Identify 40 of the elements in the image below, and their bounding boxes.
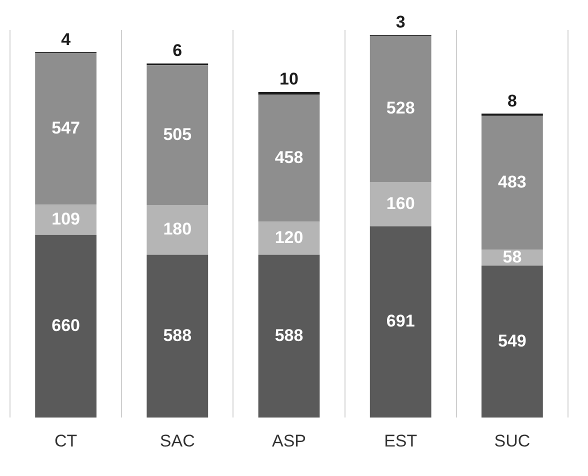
data-label: 120 <box>274 228 304 247</box>
x-tick-label: SUC <box>494 431 530 450</box>
data-label: 588 <box>163 326 192 345</box>
bar <box>482 116 543 250</box>
bar <box>370 182 432 226</box>
data-label: 528 <box>386 98 415 118</box>
x-tick-label: SAC <box>160 431 195 450</box>
data-label: 483 <box>498 172 526 192</box>
bar <box>258 254 320 418</box>
data-label: 8 <box>507 91 517 110</box>
bar <box>146 204 208 255</box>
bar <box>258 92 320 95</box>
data-label: 6 <box>172 41 182 60</box>
bar <box>258 94 320 222</box>
bar <box>35 53 96 205</box>
x-tick-label: ASP <box>272 431 306 450</box>
data-label: 160 <box>386 194 415 213</box>
data-label: 691 <box>386 312 415 331</box>
data-label: 10 <box>280 70 298 89</box>
data-label: 505 <box>163 124 192 144</box>
data-label: 58 <box>502 247 522 266</box>
data-label: 588 <box>274 326 304 345</box>
bar <box>482 266 543 418</box>
bar <box>35 204 96 235</box>
data-label: 109 <box>52 209 80 228</box>
x-tick-label: CT <box>54 431 78 450</box>
bar <box>146 65 208 205</box>
data-label: 549 <box>498 331 526 350</box>
data-label: 3 <box>396 12 406 32</box>
bar <box>146 254 208 418</box>
data-label: 180 <box>163 220 192 239</box>
data-label: 4 <box>61 30 72 49</box>
bar <box>370 226 432 418</box>
data-label: 547 <box>52 118 80 138</box>
bar <box>35 234 96 418</box>
bar <box>370 36 432 182</box>
bar <box>258 222 320 255</box>
data-label: 458 <box>274 148 304 167</box>
data-label: 660 <box>52 316 80 335</box>
x-tick-label: EST <box>384 431 418 450</box>
